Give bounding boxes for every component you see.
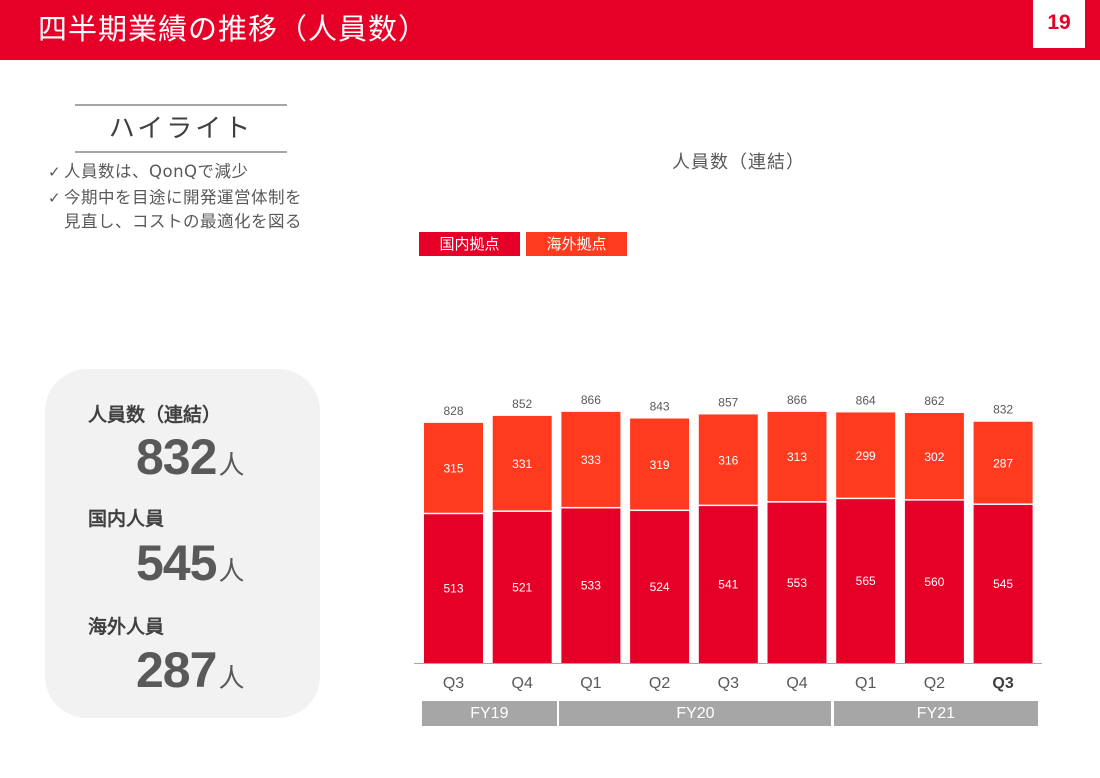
bar-segment-domestic: [698, 506, 758, 663]
bar-segment-domestic: [492, 511, 552, 663]
data-label-domestic: 545: [993, 577, 1013, 591]
data-label-domestic: 541: [718, 578, 738, 592]
bar-segment-domestic: [630, 511, 690, 663]
header-bar: 四半期業績の推移（人員数） 19: [0, 0, 1100, 60]
page-title: 四半期業績の推移（人員数）: [38, 12, 429, 46]
data-label-domestic: 565: [856, 574, 876, 588]
bar-segment-overseas: [836, 412, 896, 498]
data-label-domestic: 533: [581, 579, 601, 593]
data-label-domestic: 513: [443, 582, 463, 596]
data-label-domestic: 524: [650, 580, 670, 594]
bar-segment-overseas: [630, 418, 690, 510]
data-label-total: 828: [443, 404, 463, 418]
x-tick-label: Q2: [649, 675, 670, 692]
kpi-number: 832: [136, 429, 217, 485]
bullet-text: 人員数は、QonQで減少: [64, 162, 249, 181]
data-label-total: 866: [787, 393, 807, 407]
bullet-item: ✓ 今期中を目途に開発運営体制を 見直し、コストの最適化を図る: [48, 186, 302, 234]
kpi-number: 287: [136, 642, 217, 698]
x-tick-label: Q3: [443, 675, 464, 692]
data-label-overseas: 319: [650, 458, 670, 472]
data-label-domestic: 560: [924, 575, 944, 589]
data-label-overseas: 299: [856, 449, 876, 463]
data-label-total: 862: [924, 394, 944, 408]
data-label-overseas: 302: [924, 450, 944, 464]
kpi-label-total: 人員数（連結）: [88, 404, 222, 426]
fiscal-year-label: FY21: [834, 701, 1038, 726]
x-tick-label: Q1: [855, 675, 876, 692]
x-tick-label: Q2: [924, 675, 945, 692]
data-label-domestic: 553: [787, 576, 807, 590]
data-label-total: 864: [856, 393, 876, 407]
bar-segment-overseas: [698, 414, 758, 505]
data-label-overseas: 331: [512, 457, 532, 471]
data-label-total: 857: [718, 395, 738, 409]
kpi-label-domestic: 国内人員: [88, 508, 165, 530]
kpi-value-domestic: 545人: [136, 534, 244, 592]
kpi-value-overseas: 287人: [136, 641, 244, 699]
bar-segment-overseas: [904, 413, 964, 500]
check-icon: ✓: [48, 189, 61, 207]
bar-segment-domestic: [836, 499, 896, 663]
data-label-overseas: 316: [718, 453, 738, 467]
legend-domestic: 国内拠点: [419, 232, 520, 256]
chart-title: 人員数（連結）: [672, 152, 805, 173]
data-label-total: 843: [650, 400, 670, 414]
data-label-total: 832: [993, 403, 1013, 417]
kpi-label-overseas: 海外人員: [88, 616, 165, 638]
x-tick-label: Q4: [512, 675, 533, 692]
fiscal-year-label: FY19: [422, 701, 557, 726]
data-label-overseas: 333: [581, 453, 601, 467]
data-label-overseas: 287: [993, 456, 1013, 470]
x-tick-label: Q4: [786, 675, 807, 692]
bar-segment-domestic: [973, 504, 1033, 663]
legend-overseas: 海外拠点: [526, 232, 627, 256]
data-label-total: 852: [512, 397, 532, 411]
bar-segment-domestic: [561, 508, 621, 663]
bar-segment-domestic: [767, 502, 827, 663]
bar-segment-overseas: [561, 411, 621, 507]
highlight-divider-top: [75, 104, 287, 106]
bar-segment-domestic: [424, 514, 483, 663]
data-label-overseas: 313: [787, 450, 807, 464]
highlight-divider-bottom: [75, 151, 287, 153]
data-label-overseas: 315: [443, 462, 463, 476]
bar-segment-overseas: [424, 422, 483, 513]
bar-segment-overseas: [492, 415, 552, 511]
kpi-panel: [45, 369, 320, 718]
kpi-number: 545: [136, 535, 217, 591]
x-tick-label: Q3: [718, 675, 739, 692]
check-icon: ✓: [48, 163, 61, 181]
page-number: 19: [1033, 0, 1085, 48]
bullet-item: ✓ 人員数は、QonQで減少: [48, 160, 302, 184]
bullet-text: 今期中を目途に開発運営体制を 見直し、コストの最適化を図る: [64, 188, 302, 231]
x-tick-label: Q1: [580, 675, 601, 692]
kpi-unit: 人: [218, 557, 244, 587]
highlight-title: ハイライト: [108, 114, 254, 144]
kpi-unit: 人: [218, 451, 244, 481]
kpi-unit: 人: [218, 664, 244, 694]
kpi-value-total: 832人: [136, 428, 244, 486]
bar-segment-domestic: [904, 500, 964, 663]
x-tick-label: Q3: [992, 675, 1013, 692]
highlight-bullets: ✓ 人員数は、QonQで減少 ✓ 今期中を目途に開発運営体制を 見直し、コストの…: [48, 160, 302, 236]
fiscal-year-label: FY20: [559, 701, 832, 726]
data-label-domestic: 521: [512, 580, 532, 594]
bar-segment-overseas: [973, 421, 1033, 504]
data-label-total: 866: [581, 393, 601, 407]
bar-segment-overseas: [767, 411, 827, 502]
